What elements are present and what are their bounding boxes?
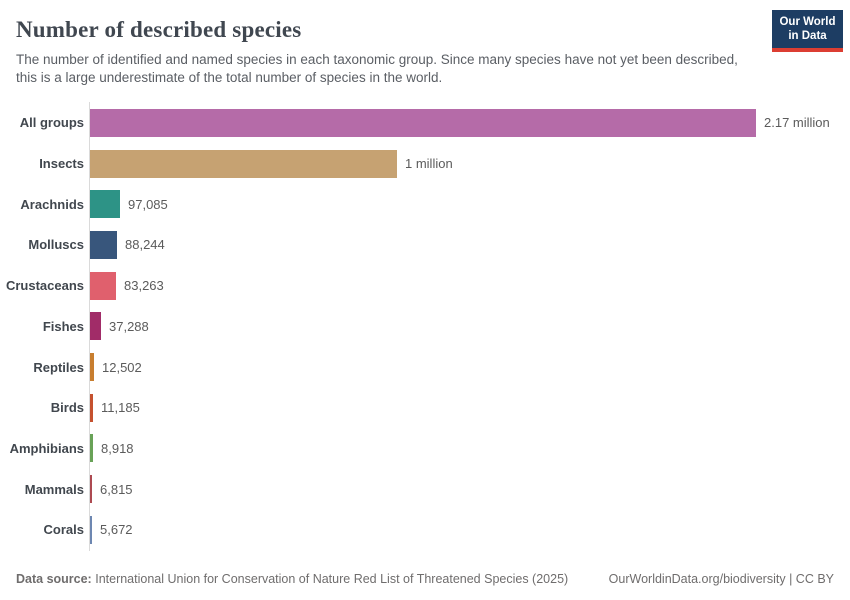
- bar[interactable]: [90, 312, 101, 341]
- chart-footer: Data source: International Union for Con…: [16, 572, 834, 586]
- bar-track: 37,288: [90, 312, 850, 341]
- bar-track: 5,672: [90, 515, 850, 544]
- license-link[interactable]: OurWorldinData.org/biodiversity | CC BY: [608, 572, 834, 586]
- bar[interactable]: [90, 190, 120, 219]
- bar-track: 1 million: [90, 149, 850, 178]
- category-label: Molluscs: [28, 237, 84, 253]
- bar-track: 83,263: [90, 271, 850, 300]
- owid-logo-line1: Our World: [779, 16, 836, 28]
- bar-track: 2.17 million: [90, 108, 850, 137]
- value-label: 2.17 million: [764, 115, 830, 131]
- bar-row: Amphibians 8,918: [0, 434, 850, 463]
- value-label: 88,244: [125, 237, 165, 253]
- value-label: 11,185: [101, 400, 140, 416]
- bar-track: 6,815: [90, 475, 850, 504]
- category-label: Arachnids: [20, 196, 84, 212]
- bar-track: 97,085: [90, 190, 850, 219]
- value-label: 97,085: [128, 196, 168, 212]
- bar[interactable]: [90, 353, 94, 382]
- bar[interactable]: [90, 271, 116, 300]
- owid-logo: Our World in Data: [772, 10, 843, 52]
- bar-chart: All groups 2.17 million Insects 1 millio…: [0, 101, 850, 551]
- value-label: 6,815: [100, 481, 133, 497]
- category-label: Crustaceans: [5, 278, 84, 294]
- category-label: Corals: [43, 522, 84, 538]
- category-label: Reptiles: [33, 359, 84, 375]
- bar-row: All groups 2.17 million: [0, 108, 850, 137]
- category-label: Fishes: [42, 318, 84, 334]
- bar-rows: All groups 2.17 million Insects 1 millio…: [0, 102, 850, 544]
- value-label: 12,502: [102, 359, 142, 375]
- data-source-label: Data source:: [16, 572, 92, 586]
- value-label: 5,672: [100, 522, 133, 538]
- chart-subtitle: The number of identified and named speci…: [16, 52, 738, 85]
- owid-logo-line2: in Data: [788, 30, 827, 43]
- value-label: 83,263: [124, 278, 164, 294]
- bar-track: 11,185: [90, 393, 850, 422]
- bar-row: Molluscs 88,244: [0, 230, 850, 259]
- bar[interactable]: [90, 108, 756, 137]
- category-label: Amphibians: [9, 440, 84, 456]
- chart-title: Number of described species: [16, 17, 302, 42]
- y-axis-line: [89, 101, 90, 551]
- bar-row: Insects 1 million: [0, 149, 850, 178]
- bar-row: Arachnids 97,085: [0, 190, 850, 219]
- bar[interactable]: [90, 434, 93, 463]
- data-source-text: International Union for Conservation of …: [95, 572, 569, 586]
- bar-track: 88,244: [90, 230, 850, 259]
- bar-track: 12,502: [90, 353, 850, 382]
- category-label: Birds: [50, 400, 84, 416]
- bar[interactable]: [90, 515, 92, 544]
- value-label: 1 million: [405, 156, 453, 172]
- value-label: 8,918: [101, 440, 134, 456]
- bar-row: Mammals 6,815: [0, 475, 850, 504]
- bar[interactable]: [90, 230, 117, 259]
- bar-row: Birds 11,185: [0, 393, 850, 422]
- bar-row: Corals 5,672: [0, 515, 850, 544]
- category-label: All groups: [19, 115, 84, 131]
- bar-row: Fishes 37,288: [0, 312, 850, 341]
- category-label: Insects: [39, 156, 84, 172]
- bar[interactable]: [90, 393, 93, 422]
- bar-row: Reptiles 12,502: [0, 353, 850, 382]
- category-label: Mammals: [24, 481, 84, 497]
- bar[interactable]: [90, 149, 397, 178]
- data-source: Data source: International Union for Con…: [16, 572, 568, 586]
- bar-row: Crustaceans 83,263: [0, 271, 850, 300]
- bar[interactable]: [90, 475, 92, 504]
- chart-header: Number of described species The number o…: [0, 0, 850, 87]
- value-label: 37,288: [109, 318, 149, 334]
- bar-track: 8,918: [90, 434, 850, 463]
